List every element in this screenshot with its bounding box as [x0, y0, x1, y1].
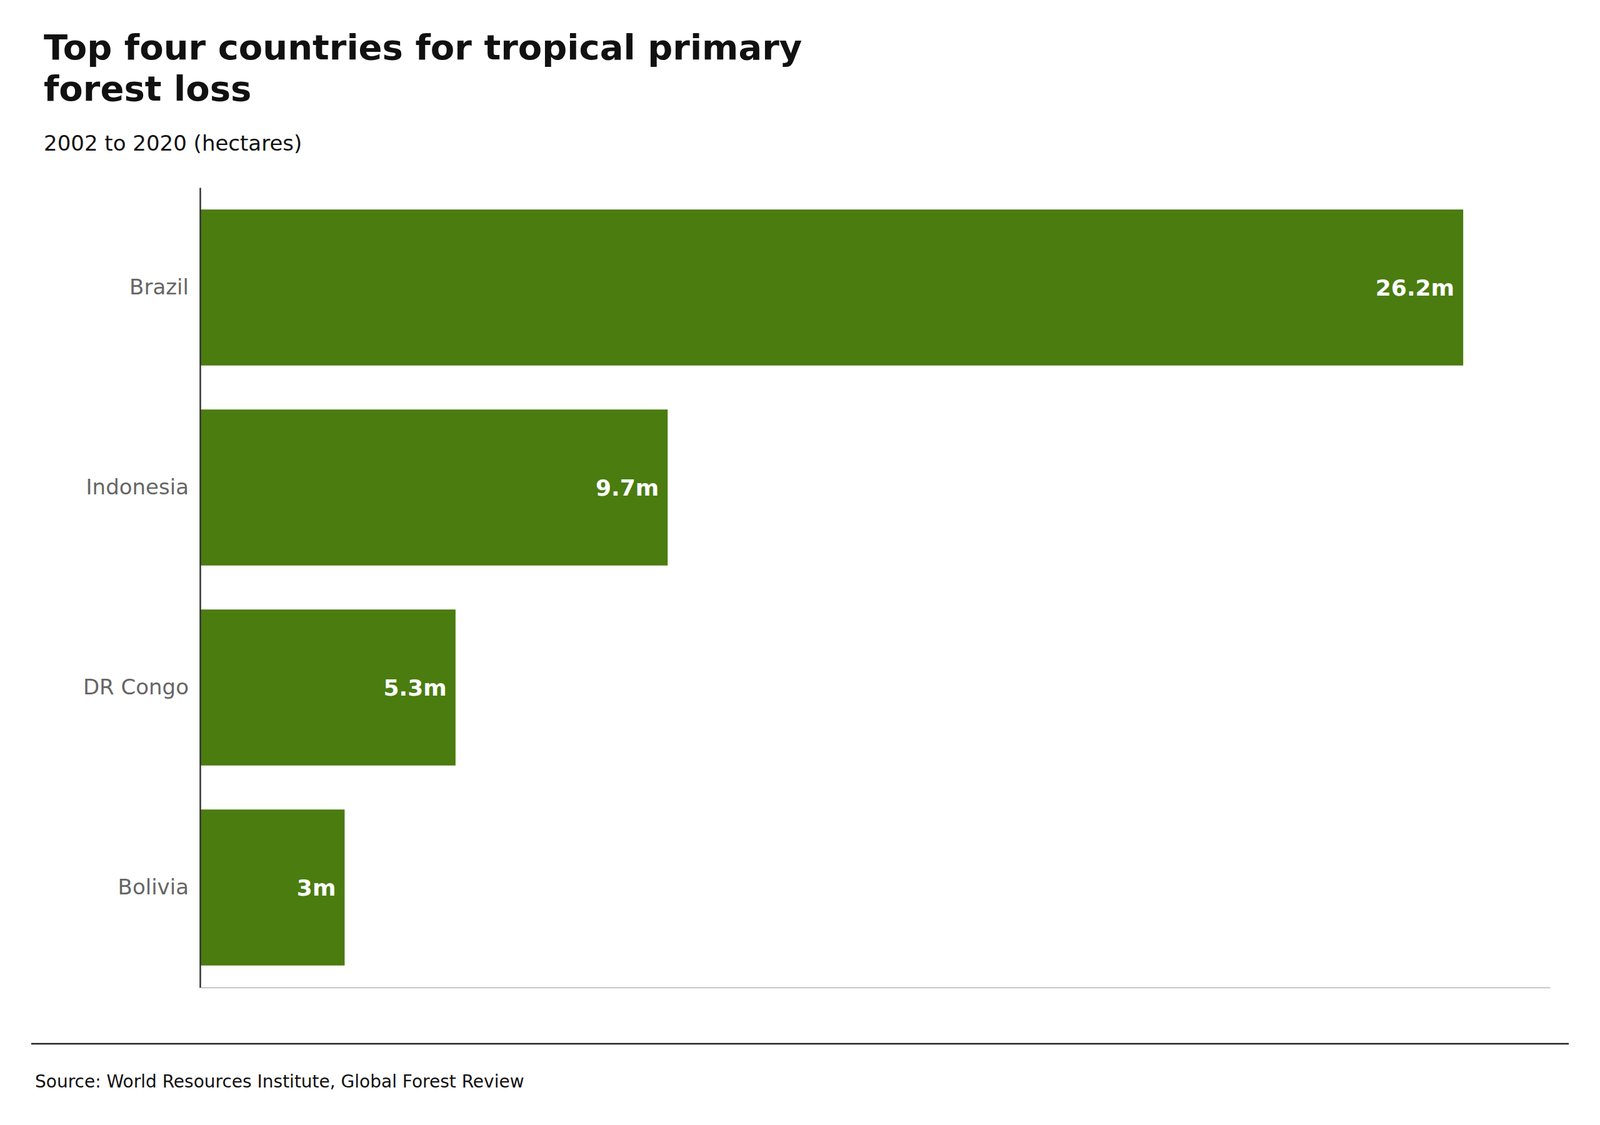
y-tick: Brazil [129, 274, 189, 300]
y-axis: Brazil Indonesia DR Congo Bolivia [83, 188, 201, 989]
bars [200, 209, 1464, 966]
data-label: 5.3m [383, 675, 447, 701]
y-tick-label: Brazil [129, 274, 189, 300]
y-tick: Indonesia [86, 474, 189, 500]
data-labels: 26.2m 9.7m 5.3m 3m [296, 275, 1455, 901]
data-label: 26.2m [1375, 275, 1455, 301]
y-tick: DR Congo [83, 674, 189, 700]
separator [31, 1043, 1569, 1045]
title-line: forest loss [43, 68, 252, 109]
bar [200, 809, 345, 966]
y-tick: Bolivia [118, 874, 189, 900]
y-tick-label: Indonesia [86, 474, 189, 500]
bar [200, 409, 668, 566]
x-axis-line [200, 987, 1551, 989]
y-axis-line [199, 188, 202, 989]
x-axis [200, 987, 1551, 989]
bar [200, 209, 1464, 366]
data-label: 9.7m [595, 475, 659, 501]
plot: 26.2m 9.7m 5.3m 3m Brazil Indonesia DR Congo Bo… [83, 188, 1551, 989]
source: Source: World Resources Institute, Globa… [35, 1071, 525, 1092]
y-tick-label: Bolivia [118, 874, 189, 900]
y-tick-label: DR Congo [83, 674, 189, 700]
bar [200, 609, 456, 766]
chart: Top four countries for tropical primaryf… [0, 0, 1600, 1125]
title: Top four countries for tropical primaryf… [43, 26, 802, 109]
subtitle: 2002 to 2020 (hectares) [43, 130, 302, 156]
title-line: Top four countries for tropical primary [43, 26, 802, 68]
data-label: 3m [296, 875, 337, 901]
